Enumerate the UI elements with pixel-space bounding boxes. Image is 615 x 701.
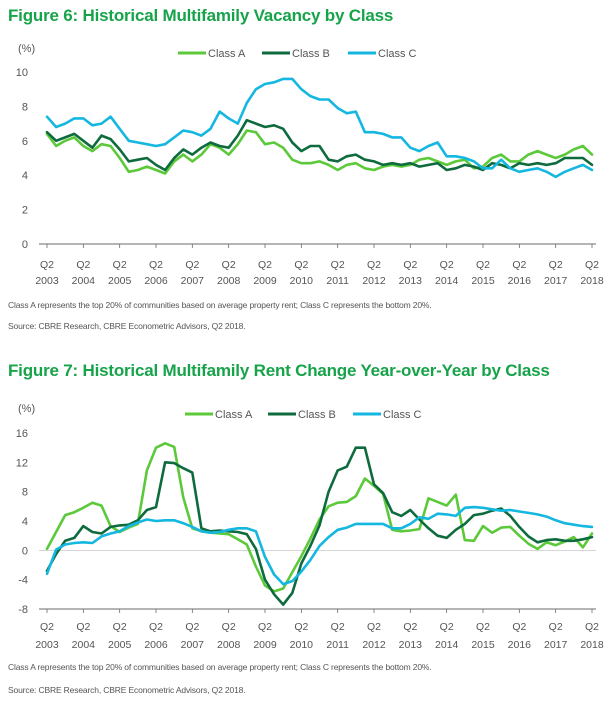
x-tick-quarter: Q2 [294,621,308,633]
x-tick-quarter: Q2 [40,621,54,633]
x-tick-quarter: Q2 [40,259,54,271]
legend-label-class-b: Class B [292,48,330,60]
x-tick-quarter: Q2 [367,259,381,271]
x-tick-year: 2017 [544,639,568,651]
x-tick-year: 2010 [290,275,314,287]
x-tick-year: 2007 [181,639,205,651]
x-tick-quarter: Q2 [512,621,526,633]
x-tick-year: 2015 [471,275,495,287]
y-tick-label: 16 [16,428,28,440]
x-tick-quarter: Q2 [512,259,526,271]
x-tick-quarter: Q2 [258,621,272,633]
y-tick-label: 2 [22,205,28,217]
series-line-class-b [45,118,594,172]
y-tick-label: 0 [22,239,28,251]
x-tick-year: 2013 [399,639,423,651]
y-tick-label: 4 [22,170,28,182]
x-tick-year: 2003 [35,275,59,287]
figure-6-footnote: Class A represents the top 20% of commun… [8,300,432,310]
x-tick-quarter: Q2 [76,621,90,633]
x-tick-year: 2004 [72,639,96,651]
legend-label-class-c: Class C [378,48,417,60]
x-tick-year: 2015 [471,639,495,651]
x-tick-quarter: Q2 [294,259,308,271]
y-tick-label: 8 [22,487,28,499]
figure-7-title: Figure 7: Historical Multifamily Rent Ch… [8,361,550,380]
x-tick-quarter: Q2 [222,621,236,633]
series-line-class-c [45,77,594,179]
x-tick-year: 2014 [435,275,459,287]
x-tick-year: 2012 [362,275,386,287]
figure-7-source: Source: CBRE Research, CBRE Econometric … [8,685,246,695]
x-tick-year: 2008 [217,639,241,651]
y-unit-label: (%) [18,43,35,55]
y-tick-label: 12 [16,457,28,469]
x-tick-quarter: Q2 [113,259,127,271]
x-tick-year: 2018 [580,639,604,651]
x-tick-year: 2007 [181,275,205,287]
x-tick-quarter: Q2 [476,621,490,633]
x-tick-quarter: Q2 [549,259,563,271]
x-tick-quarter: Q2 [367,621,381,633]
x-tick-year: 2013 [399,275,423,287]
legend-label-class-c: Class C [383,409,422,421]
y-tick-label: 8 [22,101,28,113]
x-tick-year: 2011 [326,275,349,287]
y-tick-label: -8 [18,604,28,616]
legend-label-class-a: Class A [208,48,246,60]
x-tick-quarter: Q2 [585,259,599,271]
x-tick-year: 2009 [253,639,277,651]
y-tick-label: 10 [16,67,28,79]
legend-label-class-b: Class B [298,409,336,421]
x-tick-year: 2005 [108,275,132,287]
x-tick-quarter: Q2 [585,621,599,633]
series-line-class-c [45,505,594,586]
x-tick-quarter: Q2 [185,259,199,271]
x-tick-year: 2006 [144,275,168,287]
x-tick-quarter: Q2 [149,259,163,271]
x-tick-quarter: Q2 [476,259,490,271]
series-line-class-a [45,129,594,175]
x-tick-year: 2016 [508,639,532,651]
x-tick-quarter: Q2 [440,621,454,633]
x-tick-quarter: Q2 [403,621,417,633]
x-tick-year: 2018 [580,275,604,287]
x-tick-quarter: Q2 [403,259,417,271]
legend-label-class-a: Class A [215,409,253,421]
x-tick-year: 2008 [217,275,241,287]
x-tick-year: 2003 [35,639,59,651]
x-tick-year: 2006 [144,639,168,651]
series-line-class-b [45,446,594,606]
figure-6-title: Figure 6: Historical Multifamily Vacancy… [8,6,394,25]
x-tick-quarter: Q2 [185,621,199,633]
x-tick-quarter: Q2 [331,621,345,633]
figure-7-footnote: Class A represents the top 20% of commun… [8,662,432,672]
x-tick-year: 2012 [362,639,386,651]
x-tick-year: 2009 [253,275,277,287]
x-tick-year: 2017 [544,275,568,287]
x-tick-quarter: Q2 [113,621,127,633]
y-tick-label: 0 [22,545,28,557]
x-tick-quarter: Q2 [258,259,272,271]
y-unit-label: (%) [18,403,35,415]
x-tick-quarter: Q2 [440,259,454,271]
figure-6-chart: (%) 0 2 4 6 8 10 Q2 2003 Q2 2004 Q2 2005 Q2 2006 Q2 2007… [16,43,604,287]
y-tick-label: -4 [18,575,28,587]
figure-6-source: Source: CBRE Research, CBRE Econometric … [8,321,246,331]
x-tick-year: 2010 [290,639,314,651]
x-tick-quarter: Q2 [149,621,163,633]
x-tick-year: 2011 [326,639,349,651]
y-tick-label: 6 [22,136,28,148]
x-tick-quarter: Q2 [549,621,563,633]
x-tick-year: 2016 [508,275,532,287]
x-tick-quarter: Q2 [76,259,90,271]
y-tick-label: 4 [22,516,28,528]
x-tick-year: 2004 [72,275,96,287]
x-tick-year: 2014 [435,639,459,651]
x-tick-year: 2005 [108,639,132,651]
x-tick-quarter: Q2 [331,259,345,271]
x-tick-quarter: Q2 [222,259,236,271]
